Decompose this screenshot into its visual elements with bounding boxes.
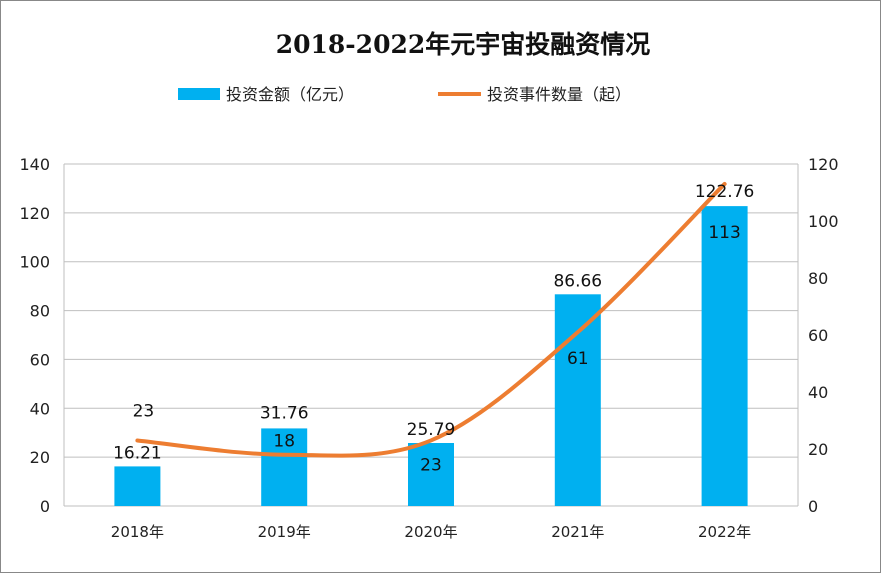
line-data-label: 23 (133, 401, 155, 421)
y-left-tick-label: 0 (40, 497, 50, 516)
y-left-tick-label: 40 (30, 399, 50, 418)
legend-swatch-bar (178, 88, 220, 100)
bar-data-label: 16.21 (113, 443, 162, 463)
y-right-tick-label: 80 (808, 269, 828, 288)
x-tick-label: 2019年 (258, 523, 311, 541)
x-tick-label: 2018年 (111, 523, 164, 541)
bar-data-label: 31.76 (260, 403, 309, 423)
bar (408, 442, 454, 506)
line-data-label: 113 (708, 223, 740, 243)
y-right-tick-label: 20 (808, 440, 828, 459)
y-right-tick-label: 40 (808, 383, 828, 402)
y-left-tick-label: 100 (19, 253, 50, 272)
y-left-tick-label: 80 (30, 302, 50, 321)
line-data-label: 23 (420, 455, 442, 475)
bar (701, 206, 748, 506)
bar-data-label: 122.76 (695, 182, 754, 202)
legend: 投资金额（亿元） 投资事件数量（起） (178, 85, 631, 104)
bar (114, 466, 161, 506)
x-tick-label: 2021年 (551, 523, 604, 541)
y-left-tick-label: 60 (30, 350, 50, 369)
y-right-tick-label: 0 (808, 497, 818, 516)
x-tick-label: 2022年 (698, 523, 751, 541)
y-right-tick-label: 120 (808, 155, 839, 174)
line-data-label: 61 (567, 349, 589, 369)
y-left-tick-label: 140 (19, 155, 50, 174)
legend-label-bar: 投资金额（亿元） (226, 85, 354, 104)
chart-title: 2018-2022年元宇宙投融资情况 (276, 30, 651, 59)
bar-data-label: 86.66 (553, 271, 602, 291)
bar (554, 294, 601, 506)
line-series (135, 181, 727, 458)
bar-data-label: 25.79 (407, 420, 456, 440)
x-tick-label: 2020年 (404, 523, 457, 541)
line-data-label: 18 (273, 432, 295, 452)
y-left-tick-label: 120 (19, 204, 50, 223)
y-right-tick-label: 100 (808, 212, 839, 231)
y-left-tick-label: 20 (30, 448, 50, 467)
y-right-tick-label: 60 (808, 326, 828, 345)
bar (261, 428, 308, 506)
legend-label-line: 投资事件数量（起） (487, 85, 631, 104)
